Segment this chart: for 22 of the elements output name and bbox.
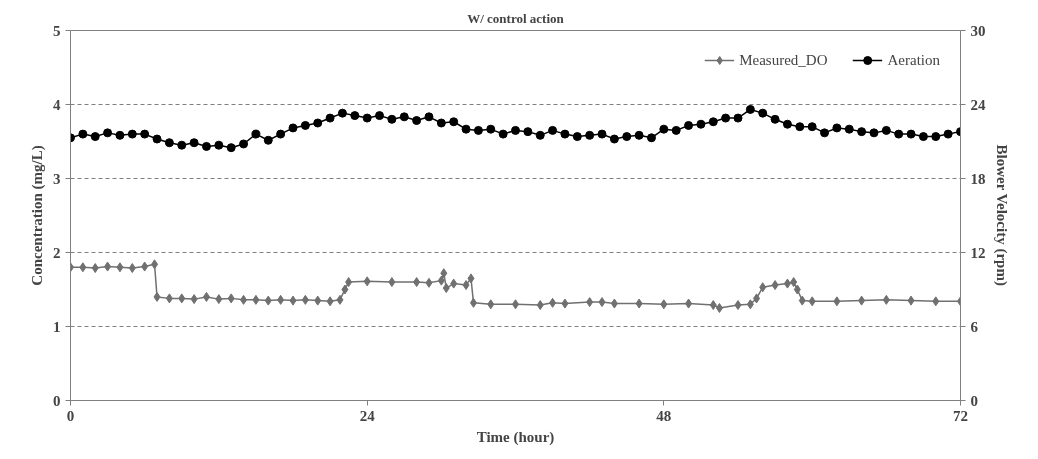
chart-title: W/ control action xyxy=(467,10,565,26)
y2-tick-label: 6 xyxy=(970,318,979,335)
y2-tick-label: 12 xyxy=(970,244,986,261)
y2-tick-label: 18 xyxy=(970,170,986,187)
y2-tick-label: 0 xyxy=(970,392,978,409)
y-tick-label: 3 xyxy=(53,170,61,187)
y-tick-label: 4 xyxy=(53,96,61,113)
x-tick-label: 0 xyxy=(66,407,75,424)
x-tick-label: 48 xyxy=(656,407,672,424)
y-axis-title: Concentration (mg/L) xyxy=(29,145,46,286)
y-tick-label: 5 xyxy=(53,22,61,39)
y2-tick-label: 30 xyxy=(970,22,986,39)
y-tick-label: 0 xyxy=(53,392,61,409)
y2-tick-label: 24 xyxy=(970,96,986,113)
x-tick-label: 24 xyxy=(359,407,376,424)
legend-label: Measured_DO xyxy=(739,51,828,69)
y-tick-label: 2 xyxy=(53,244,61,261)
y-tick-label: 1 xyxy=(53,318,61,335)
legend-label: Aeration xyxy=(887,51,940,69)
y2-axis-title: Blower Velocity (rpm) xyxy=(992,144,1010,286)
x-tick-label: 72 xyxy=(953,407,968,424)
x-axis-title: Time (hour) xyxy=(476,428,555,446)
